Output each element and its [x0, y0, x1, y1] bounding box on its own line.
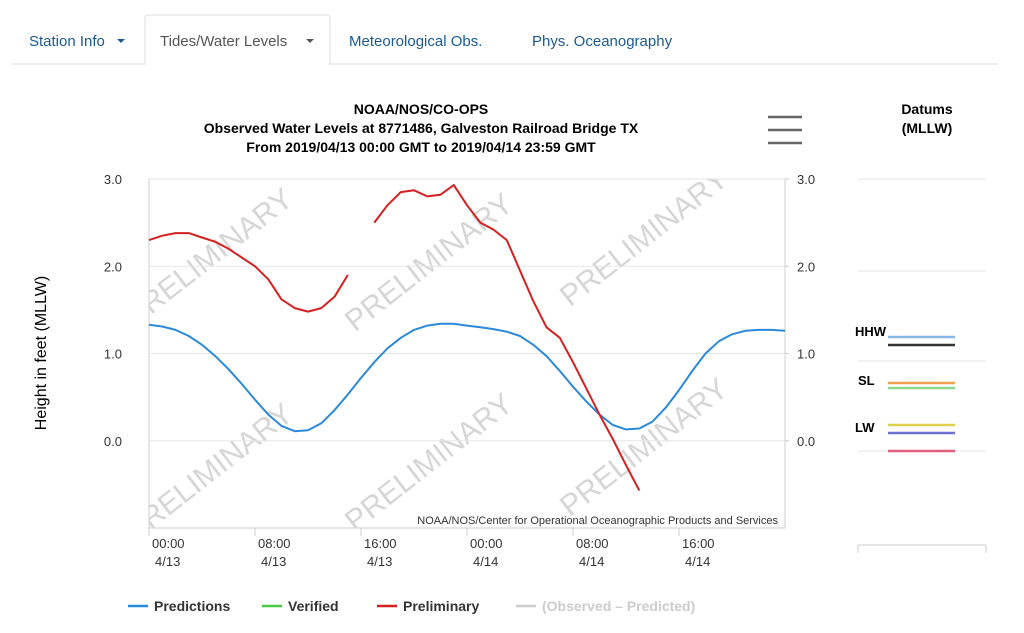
y2-tick-label: 3.0	[797, 172, 815, 187]
chart-title: NOAA/NOS/CO-OPS	[354, 101, 489, 117]
tab[interactable]: Meteorological Obs.	[349, 33, 482, 50]
watermark: PRELIMINARY	[119, 182, 299, 333]
y2-tick-label: 1.0	[797, 347, 815, 362]
x-tick-label: 16:00 4/13	[364, 536, 397, 569]
series-line	[148, 322, 786, 433]
credit: NOAA/NOS/Center for Operational Oceanogr…	[417, 515, 778, 527]
chart-subtitle: Observed Water Levels at 8771486, Galves…	[204, 120, 639, 136]
datum-label: HHW	[855, 324, 887, 339]
datum-lines	[888, 335, 955, 453]
y-tick-label: 0.0	[104, 434, 122, 449]
watermark: PRELIMINARY	[554, 162, 734, 313]
y-axis-label: Height in feet (MLLW)	[33, 276, 50, 430]
datum-grid	[857, 178, 987, 553]
datums-title: Datums	[901, 101, 953, 117]
x-tick-label: 00:00 4/13	[152, 536, 185, 569]
active-tab	[144, 14, 331, 64]
datums-subtitle: (MLLW)	[902, 120, 953, 136]
x-tick-label: 08:00 4/13	[258, 536, 291, 569]
legend-label: (Observed – Predicted)	[542, 598, 695, 614]
series-line	[148, 184, 641, 491]
watermarks: PRELIMINARY PRELIMINARY PRELIMINARYPRELIMI…	[119, 162, 734, 548]
y2-tick-label: 0.0	[797, 434, 815, 449]
y-tick-label: 3.0	[104, 172, 122, 187]
legend-label: Predictions	[154, 598, 230, 614]
x-tick-label: 16:00 4/14	[682, 536, 715, 569]
x-tick-label: 00:00 4/14	[470, 536, 503, 569]
x-tick-label: 08:00 4/14	[576, 536, 609, 569]
caret	[306, 39, 314, 43]
watermark: PRELIMINARY	[339, 187, 519, 338]
plot	[148, 178, 789, 536]
y-tick-label: 2.0	[104, 259, 122, 274]
datum-label: LW	[855, 420, 875, 435]
legend-label: Preliminary	[403, 598, 479, 614]
y2-tick-label: 2.0	[797, 259, 815, 274]
caret	[117, 39, 125, 43]
datum-label: SL	[858, 373, 875, 388]
tab[interactable]: Tides/Water Levels	[160, 33, 287, 50]
menu-icon[interactable]	[768, 115, 802, 145]
legend-label: Verified	[288, 598, 339, 614]
watermark: PRELIMINARY	[119, 397, 299, 548]
chart-subtitle: From 2019/04/13 00:00 GMT to 2019/04/14 …	[246, 139, 596, 155]
tab[interactable]: Phys. Oceanography	[532, 33, 673, 50]
tab[interactable]: Station Info	[29, 33, 105, 50]
y-tick-label: 1.0	[104, 347, 122, 362]
